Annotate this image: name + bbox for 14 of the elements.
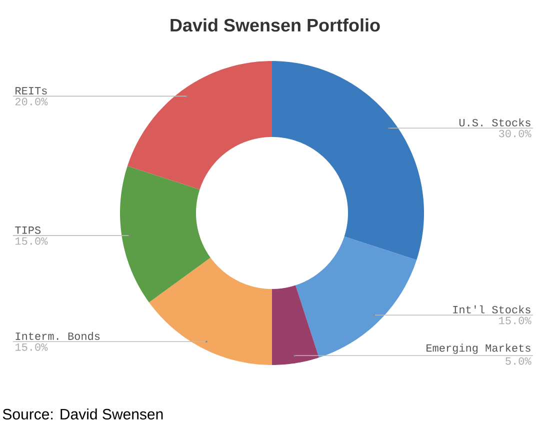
data-label: 5.0% bbox=[506, 357, 532, 365]
chart-title: David Swensen Portfolio bbox=[170, 18, 380, 32]
source-note: Source: David Swensen bbox=[2, 408, 163, 420]
data-label: 30.0% bbox=[498, 130, 532, 138]
data-label: 15.0% bbox=[15, 237, 48, 245]
slice-label: Int'l Stocks bbox=[453, 305, 530, 314]
data-label: 20.0% bbox=[15, 98, 48, 106]
slice-label: Interm. Bonds bbox=[16, 332, 100, 340]
slice-label: U.S. Stocks bbox=[459, 118, 530, 126]
data-label: 15.0% bbox=[15, 343, 48, 351]
slice-label: REITs bbox=[16, 87, 47, 94]
slice-label: Emerging Markets bbox=[426, 344, 530, 354]
data-label: 15.0% bbox=[499, 316, 532, 324]
slice-label: TIPS bbox=[15, 226, 41, 234]
